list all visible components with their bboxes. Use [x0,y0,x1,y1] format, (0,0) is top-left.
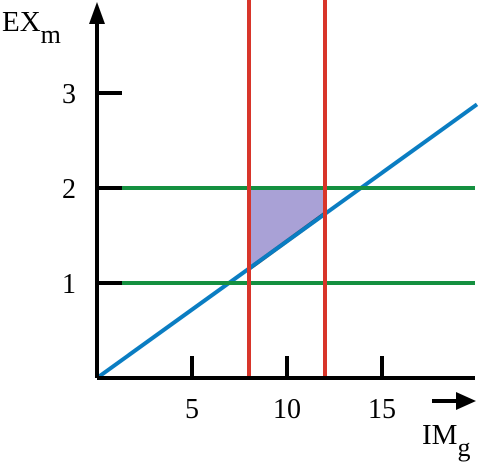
y-axis-arrow [89,2,105,24]
diagonal-line [95,102,479,380]
x-axis-label-sub: g [457,433,470,462]
ticks-layer: 5 10 15 1 2 3 [62,79,396,425]
y-tick-label-3: 3 [62,79,76,110]
series-layer [95,0,479,380]
x-tick-label-15: 15 [368,394,396,425]
y-tick-label-2: 2 [62,174,76,205]
y-axis-label: EXm [2,6,61,49]
x-tick-label-5: 5 [185,394,199,425]
shaded-region [249,188,325,269]
x-direction-arrow-head [456,392,476,410]
y-axis-label-main: EX [2,6,41,38]
x-axis-label: IMg [422,419,470,462]
x-tick-label-10: 10 [273,394,301,425]
y-axis-label-sub: m [41,20,61,49]
shaded-region-layer [247,186,327,271]
x-axis-label-main: IM [422,419,457,451]
y-tick-label-1: 1 [62,269,76,300]
